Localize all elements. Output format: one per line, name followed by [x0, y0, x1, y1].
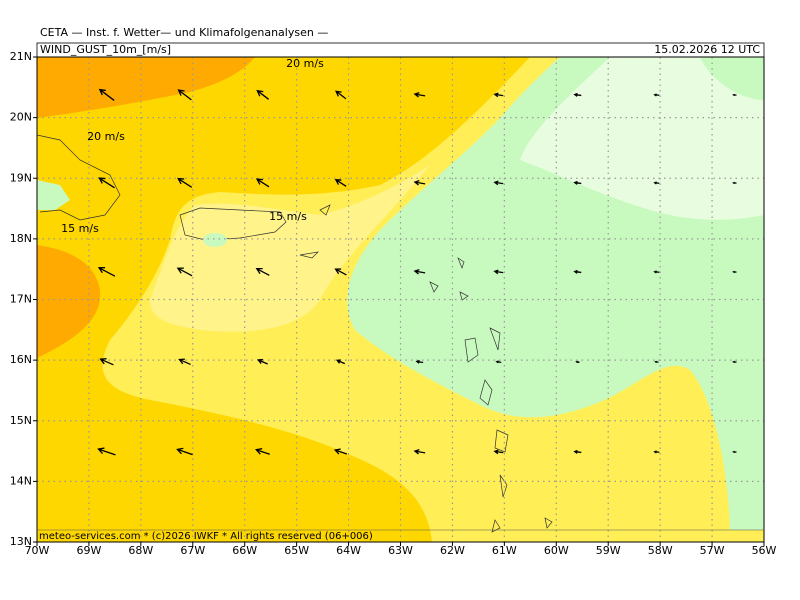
wind-arrow [493, 92, 504, 98]
lat-label: 16N [10, 353, 32, 366]
lat-label: 15N [10, 414, 32, 427]
wind-arrow [99, 358, 114, 366]
lat-label: 19N [10, 171, 32, 184]
wind-arrow [333, 448, 348, 455]
wind-arrow [413, 91, 426, 98]
footer: meteo-services.com * (c)2026 IWKF * All … [39, 531, 373, 542]
wind-arrow [654, 360, 659, 364]
wind-arrow [97, 267, 116, 277]
wind-arrow [732, 360, 737, 364]
wind-arrow [255, 448, 270, 455]
valid-time: 15.02.2026 12 UTC [654, 43, 760, 56]
lat-label: 21N [10, 50, 32, 63]
wind-arrow [255, 178, 270, 188]
lon-label: 59W [596, 544, 621, 557]
wind-arrow [413, 179, 426, 186]
contour-label: 20 m/s [286, 57, 324, 70]
wind-arrow [256, 89, 270, 100]
coastline [179, 207, 287, 241]
wind-arrows [97, 88, 737, 456]
wind-arrow [732, 93, 737, 97]
wind-arrow [335, 90, 347, 100]
band-light-green [520, 57, 764, 220]
wind-arrow [732, 270, 737, 274]
wind-arrow [255, 267, 270, 276]
lat-label: 13N [10, 535, 32, 548]
contour-label: 20 m/s [87, 130, 125, 143]
header-title: CETA — Inst. f. Wetter— und Klimafolgena… [40, 26, 328, 39]
wind-arrow [493, 449, 504, 455]
wind-arrow [653, 181, 660, 185]
lon-label: 60W [544, 544, 569, 557]
band-green [37, 180, 70, 210]
wind-arrow [573, 92, 582, 97]
wind-arrow [653, 450, 660, 454]
wind-arrow [97, 447, 116, 456]
band-green [203, 233, 227, 247]
wind-arrow [653, 270, 660, 274]
wind-arrow [573, 269, 582, 274]
contour-label: 15 m/s [61, 222, 99, 235]
lon-label: 62W [440, 544, 465, 557]
wind-arrow [493, 269, 504, 275]
wind-arrow [178, 358, 191, 366]
lat-label: 20N [10, 111, 32, 124]
wind-arrow [334, 268, 347, 276]
wind-arrow [257, 358, 268, 365]
wind-arrow [176, 267, 193, 277]
wind-arrow [177, 89, 192, 101]
lon-label: 65W [284, 544, 309, 557]
frame [36, 56, 765, 543]
wind-arrow [732, 450, 737, 454]
wind-arrow [732, 181, 737, 185]
lon-label: 58W [648, 544, 673, 557]
coastline [37, 134, 121, 221]
wind-arrow [575, 360, 580, 364]
wind-arrow [335, 359, 346, 365]
lon-label: 56W [752, 544, 777, 557]
lat-label: 14N [10, 474, 32, 487]
graticule [33, 56, 765, 546]
contour-label: 15 m/s [269, 210, 307, 223]
band-orange [37, 57, 255, 118]
lon-label: 70W [25, 544, 50, 557]
lon-label: 66W [232, 544, 257, 557]
wind-arrow [573, 449, 582, 454]
field-label: WIND_GUST_10m_[m/s] [40, 43, 171, 56]
wind-arrow [413, 448, 426, 455]
wind-arrow [98, 177, 115, 189]
lon-label: 63W [388, 544, 413, 557]
lon-label: 68W [128, 544, 153, 557]
band-pale [150, 165, 430, 332]
lat-label: 17N [10, 293, 32, 306]
wind-arrow [176, 447, 193, 456]
lat-label: 18N [10, 232, 32, 245]
lon-label: 67W [180, 544, 205, 557]
wind-arrow [415, 359, 424, 364]
lon-label: 69W [76, 544, 101, 557]
wind-arrow [334, 178, 347, 187]
wind-arrow [177, 177, 193, 188]
band-orange [37, 245, 101, 358]
wind-arrow [493, 180, 504, 186]
wind-arrow [495, 360, 502, 364]
lon-label: 61W [492, 544, 517, 557]
wind-arrow [413, 268, 426, 275]
wind-arrow [653, 93, 660, 97]
lon-label: 64W [336, 544, 361, 557]
wind-arrow [98, 88, 115, 101]
wind-arrow [573, 180, 582, 185]
lon-label: 57W [700, 544, 725, 557]
